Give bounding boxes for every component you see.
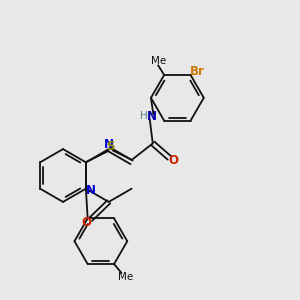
Text: N: N (104, 138, 114, 151)
Text: N: N (147, 110, 157, 123)
Text: Br: Br (190, 65, 205, 78)
Text: N: N (86, 184, 96, 197)
Text: Me: Me (151, 56, 166, 66)
Text: H: H (140, 111, 148, 122)
Text: S: S (106, 140, 115, 153)
Text: O: O (81, 216, 91, 229)
Text: O: O (169, 154, 178, 167)
Text: Me: Me (118, 272, 133, 282)
